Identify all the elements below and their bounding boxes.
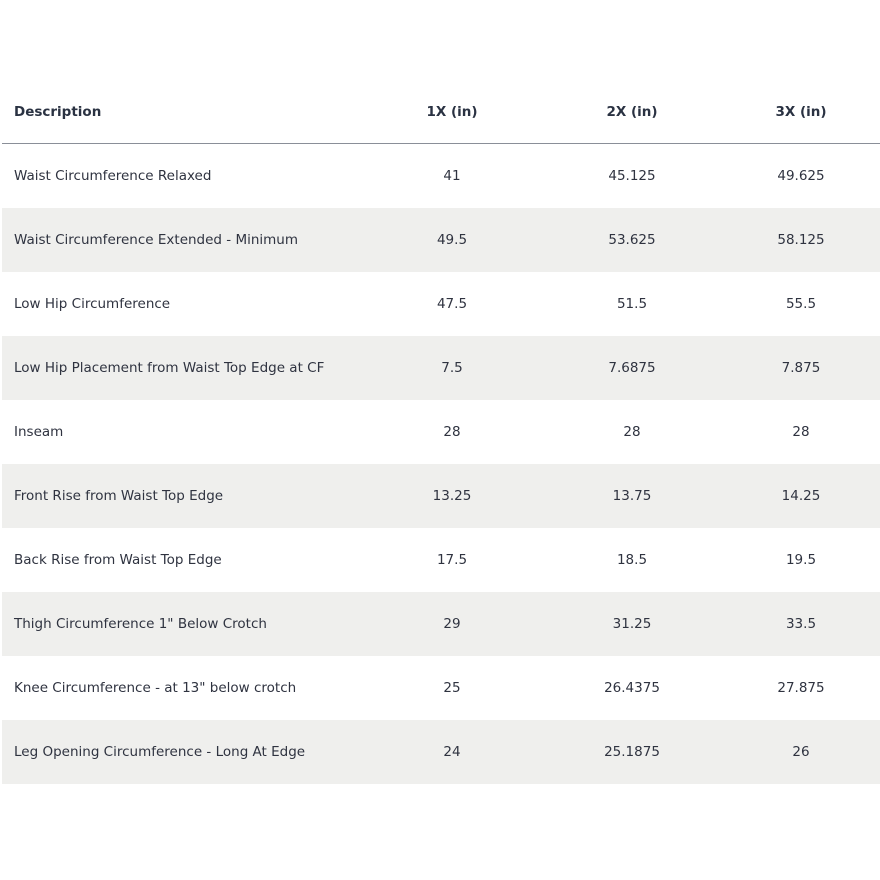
header-row: Description 1X (in) 2X (in) 3X (in) — [2, 80, 880, 144]
table-row: Knee Circumference - at 13" below crotch… — [2, 656, 880, 720]
measurement-cell: 58.125 — [722, 208, 880, 272]
table-body: Waist Circumference Relaxed 41 45.125 49.62… — [2, 144, 880, 784]
row-description: Waist Circumference Extended - Minimum — [2, 208, 362, 272]
measurement-cell: 24 — [362, 720, 542, 784]
measurement-cell: 29 — [362, 592, 542, 656]
measurement-cell: 53.625 — [542, 208, 722, 272]
measurement-cell: 14.25 — [722, 464, 880, 528]
measurement-cell: 13.25 — [362, 464, 542, 528]
table-row: Low Hip Circumference 47.5 51.5 55.5 — [2, 272, 880, 336]
size-table: Description 1X (in) 2X (in) 3X (in) Waist C… — [2, 80, 880, 784]
measurement-cell: 31.25 — [542, 592, 722, 656]
measurement-cell: 7.6875 — [542, 336, 722, 400]
table-row: Leg Opening Circumference - Long At Edge… — [2, 720, 880, 784]
measurement-cell: 41 — [443, 168, 461, 184]
measurement-cell: 49.625 — [777, 168, 825, 184]
row-description: Low Hip Circumference — [14, 296, 171, 312]
column-header: 3X (in) — [722, 80, 880, 144]
measurement-cell: 13.75 — [542, 464, 722, 528]
measurement-cell: 28 — [443, 424, 461, 440]
table-row: Back Rise from Waist Top Edge 17.5 18.5 19.… — [2, 528, 880, 592]
measurement-cell: 45.125 — [608, 168, 656, 184]
row-description: Thigh Circumference 1" Below Crotch — [2, 592, 362, 656]
measurement-cell: 7.875 — [722, 336, 880, 400]
table-row: Waist Circumference Extended - Minimum 49… — [2, 208, 880, 272]
measurement-cell: 7.5 — [362, 336, 542, 400]
measurement-cell: 25 — [443, 680, 461, 696]
table-row: Inseam 28 28 28 — [2, 400, 880, 464]
measurement-cell: 55.5 — [785, 296, 817, 312]
measurement-cell: 27.875 — [777, 680, 825, 696]
row-description: Inseam — [14, 424, 64, 440]
size-chart: Description 1X (in) 2X (in) 3X (in) Waist C… — [2, 80, 880, 784]
measurement-cell: 51.5 — [616, 296, 648, 312]
measurement-cell: 17.5 — [436, 552, 468, 568]
row-description: Front Rise from Waist Top Edge — [2, 464, 362, 528]
measurement-cell: 33.5 — [722, 592, 880, 656]
row-description: Low Hip Placement from Waist Top Edge at… — [2, 336, 362, 400]
measurement-cell: 47.5 — [436, 296, 468, 312]
measurement-cell: 18.5 — [616, 552, 648, 568]
row-description: Leg Opening Circumference - Long At Edge — [2, 720, 362, 784]
measurement-cell: 26.4375 — [604, 680, 660, 696]
row-description: Waist Circumference Relaxed — [14, 168, 212, 184]
table-row: Thigh Circumference 1" Below Crotch 29 31.… — [2, 592, 880, 656]
measurement-cell: 28 — [623, 424, 641, 440]
measurement-cell: 28 — [792, 424, 810, 440]
row-description: Knee Circumference - at 13" below crotch — [14, 680, 297, 696]
row-description: Back Rise from Waist Top Edge — [14, 552, 222, 568]
measurement-cell: 19.5 — [785, 552, 817, 568]
measurement-cell: 25.1875 — [542, 720, 722, 784]
measurement-cell: 26 — [722, 720, 880, 784]
table-row: Front Rise from Waist Top Edge 13.25 13.75… — [2, 464, 880, 528]
measurement-cell: 49.5 — [362, 208, 542, 272]
column-header: Description — [2, 80, 362, 144]
column-header: 1X (in) — [362, 80, 542, 144]
table-row: Waist Circumference Relaxed 41 45.125 49.62… — [2, 144, 880, 209]
column-header: 2X (in) — [542, 80, 722, 144]
table-row: Low Hip Placement from Waist Top Edge at… — [2, 336, 880, 400]
